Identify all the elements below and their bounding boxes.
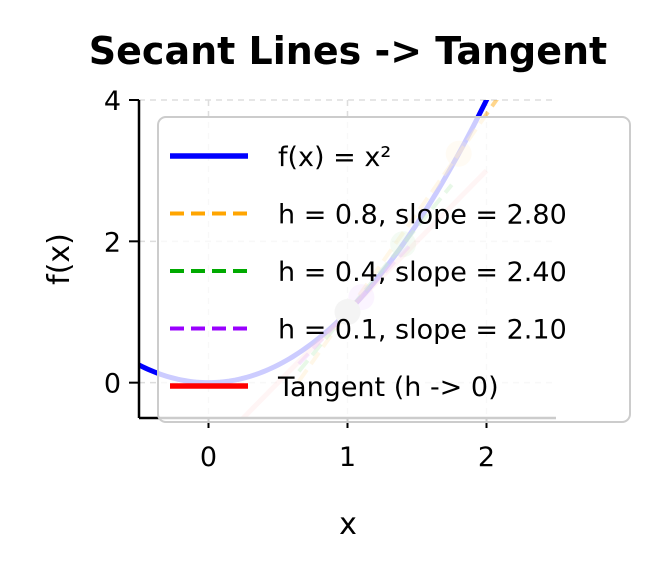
legend-label-2: h = 0.4, slope = 2.40	[278, 257, 567, 288]
y-axis-label: f(x)	[42, 233, 77, 285]
legend: f(x) = x² h = 0.8, slope = 2.80 h = 0.4, s…	[157, 116, 631, 423]
legend-box	[157, 116, 631, 423]
y-tick-label: 4	[104, 86, 121, 117]
legend-label-0: f(x) = x²	[278, 142, 391, 173]
legend-label-3: h = 0.1, slope = 2.10	[278, 315, 567, 346]
x-tick-label: 2	[478, 442, 495, 473]
x-tick-label: 0	[200, 442, 217, 473]
x-tick-label: 1	[339, 442, 356, 473]
x-axis-label: x	[339, 507, 357, 542]
y-tick-label: 0	[104, 369, 121, 400]
legend-label-4: Tangent (h -> 0)	[277, 372, 499, 403]
y-tick-label: 2	[104, 227, 121, 258]
chart-title: Secant Lines -> Tangent	[89, 29, 607, 73]
ticks: 0 1 2 0 2 4	[104, 86, 495, 473]
legend-label-1: h = 0.8, slope = 2.80	[278, 200, 567, 231]
